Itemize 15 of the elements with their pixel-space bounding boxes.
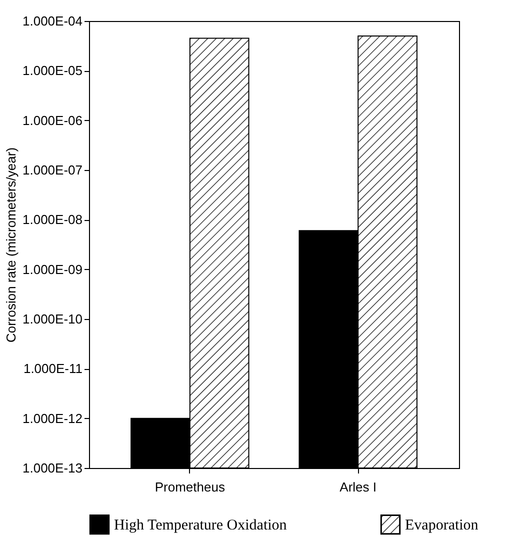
y-tick-label: 1.000E-04 <box>22 14 82 28</box>
y-tick-label: 1.000E-11 <box>23 361 82 376</box>
legend-label: High Temperature Oxidation <box>114 518 288 534</box>
y-tick-label: 1.000E-13 <box>22 460 82 476</box>
y-tick-label: 1.000E-12 <box>22 410 82 426</box>
y-tick-label: 1.000E-09 <box>22 262 82 277</box>
x-tick-label: Prometheus <box>154 480 226 494</box>
y-axis-title: Corrosion rate (micrometers/year) <box>4 147 19 343</box>
legend-label: Evaporation <box>405 518 479 534</box>
y-tick-label: 1.000E-05 <box>22 63 82 78</box>
y-tick-label: 1.000E-07 <box>22 162 82 178</box>
x-tick-label: Arles I <box>340 480 377 494</box>
y-tick-label: 1.000E-06 <box>22 112 82 128</box>
y-tick-label: 1.000E-10 <box>22 312 82 326</box>
y-tick-label: 1.000E-08 <box>22 212 82 228</box>
